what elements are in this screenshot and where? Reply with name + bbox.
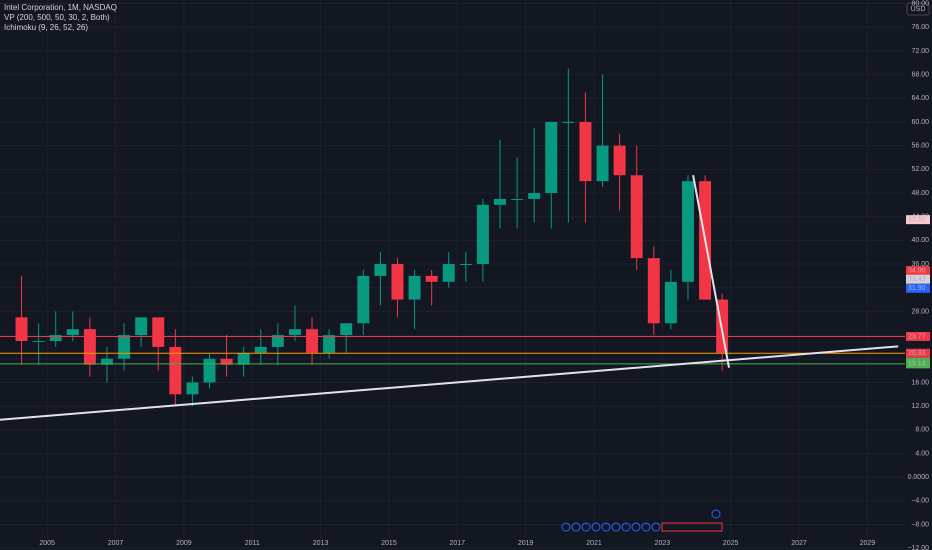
candle-body: [203, 358, 216, 383]
y-tick-label: 28.00: [911, 308, 929, 315]
candle-body: [357, 275, 370, 324]
candle-body: [613, 145, 626, 176]
candle-body: [254, 346, 267, 353]
trend-line: [692, 175, 730, 368]
candle-body: [169, 346, 182, 395]
candle-body: [32, 341, 45, 343]
y-tick-label: 56.00: [911, 142, 929, 149]
currency[interactable]: USD: [911, 6, 926, 13]
candle-body: [135, 317, 148, 336]
candle-body: [83, 329, 96, 365]
y-tick-label: 68.00: [911, 71, 929, 78]
x-tick-label: 2021: [586, 540, 602, 547]
candle-body: [237, 352, 250, 365]
candle-body: [579, 121, 592, 182]
symbol-title: Intel Corporation, 1M, NASDAQ: [4, 3, 117, 12]
y-tick-label: 4.00: [915, 450, 929, 457]
candle-body: [118, 335, 131, 359]
price-tag-label: 43.50: [908, 216, 926, 223]
x-tick-label: 2025: [723, 540, 739, 547]
y-tick-label: 64.00: [911, 95, 929, 102]
indicator: Ichimoku (9, 26, 52, 26): [4, 23, 88, 32]
y-tick-label: 16.00: [911, 379, 929, 386]
price-tag: [906, 331, 930, 341]
price-tag-label: 31.90: [908, 285, 926, 292]
price-tag-label: 23.77: [908, 333, 926, 340]
candle-body: [49, 335, 62, 342]
price-tag: [906, 283, 930, 293]
candle-body: [186, 382, 199, 395]
indicator: VP (200, 500, 50, 30, 2, Both): [4, 13, 110, 22]
candle-body: [323, 335, 336, 353]
candle-body: [391, 264, 404, 300]
candle-body: [425, 275, 438, 282]
y-tick-label: 76.00: [911, 24, 929, 31]
candle-body: [408, 275, 421, 300]
price-tag: [906, 348, 930, 358]
trend-line: [0, 345, 899, 421]
y-tick-label: −4.00: [911, 498, 929, 505]
y-tick-label: −12.00: [907, 545, 929, 550]
x-tick-label: 2005: [39, 540, 55, 547]
candle-body: [340, 323, 353, 336]
y-tick-label: 0.0000: [908, 474, 930, 481]
x-tick-label: 2027: [791, 540, 807, 547]
candle-body: [476, 204, 489, 265]
y-tick-label: 40.00: [911, 237, 929, 244]
price-tag: [906, 274, 930, 284]
price-tag: [906, 266, 930, 276]
candle-body: [306, 329, 319, 353]
price-tag-label: 33.43: [908, 276, 926, 283]
candle-body: [647, 258, 660, 324]
candle-body: [374, 264, 387, 276]
price-tag: [906, 359, 930, 369]
candle-body: [288, 329, 301, 336]
y-tick-label: 12.00: [911, 403, 929, 410]
candle-body: [545, 121, 558, 194]
y-tick-label: −8.00: [911, 521, 929, 528]
y-tick-label: 80.00: [911, 0, 929, 7]
x-tick-label: 2019: [518, 540, 534, 547]
x-tick-label: 2023: [655, 540, 671, 547]
candle-body: [442, 264, 455, 282]
y-tick-label: 72.00: [911, 48, 929, 55]
candle-body: [596, 145, 609, 182]
price-tag-label: 34.90: [908, 267, 926, 274]
y-tick-label: 8.00: [915, 427, 929, 434]
price-tag-label: 19.14: [908, 361, 926, 368]
y-tick-label: 36.00: [911, 261, 929, 268]
x-tick-label: 2015: [381, 540, 397, 547]
candle-body: [459, 264, 472, 266]
candle-body: [100, 358, 113, 365]
candle-body: [15, 317, 28, 342]
candle-body: [681, 181, 694, 282]
candle-body: [494, 198, 506, 205]
x-tick-label: 2017: [449, 540, 465, 547]
candle-body: [511, 198, 524, 200]
candle-body: [528, 193, 541, 199]
x-tick-label: 2013: [313, 540, 329, 547]
x-tick-label: 2029: [860, 540, 876, 547]
y-tick-label: 48.00: [911, 190, 929, 197]
x-tick-label: 2009: [176, 540, 192, 547]
candle-body: [562, 121, 575, 123]
price-tag-label: 20.93: [908, 350, 926, 357]
candle-body: [630, 175, 643, 259]
candle-body: [220, 358, 233, 365]
x-tick-label: 2007: [108, 540, 124, 547]
events: [561, 509, 723, 532]
candle-body: [152, 317, 165, 347]
candle-body: [66, 329, 79, 336]
currency-box[interactable]: [906, 2, 930, 16]
y-tick-label: 52.00: [911, 166, 929, 173]
price-tag: [906, 215, 930, 225]
candle-body: [664, 281, 677, 324]
candle-body: [271, 335, 284, 347]
y-tick-label: 60.00: [911, 119, 929, 126]
x-tick-label: 2011: [245, 540, 260, 547]
